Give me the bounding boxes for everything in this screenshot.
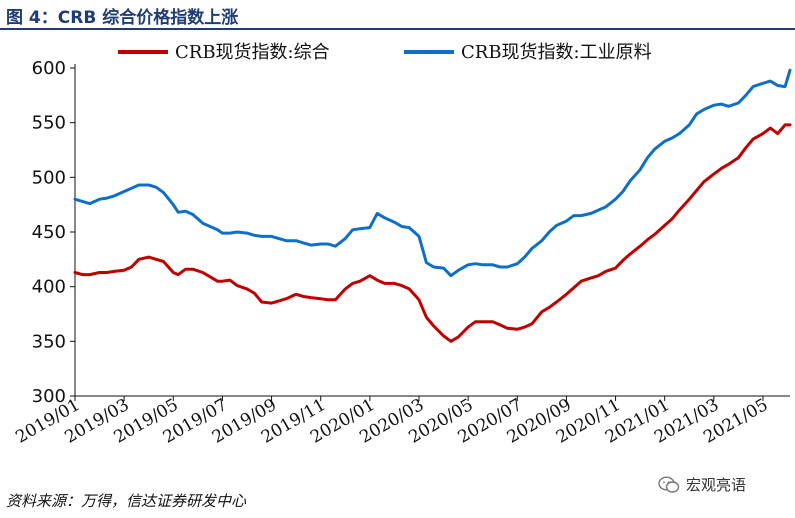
series-line-1 <box>73 123 792 343</box>
y-tick-label: 400 <box>32 277 66 298</box>
watermark-text: 宏观亮语 <box>686 476 747 494</box>
y-tick-label: 550 <box>32 113 66 134</box>
wechat-icon <box>658 475 680 493</box>
y-tick-label: 500 <box>32 167 66 188</box>
y-tick-label: 600 <box>32 58 66 79</box>
series-layer <box>73 68 792 343</box>
x-axis: 2019/012019/032019/052019/072019/092019/… <box>12 395 790 448</box>
figure-title: 图 4：CRB 综合价格指数上涨 <box>6 8 239 28</box>
line-chart: CRB现货指数:综合 CRB现货指数:工业原料 300 350 400 450 500 55… <box>12 42 792 448</box>
watermark: 宏观亮语 <box>658 474 746 495</box>
y-axis: 300 350 400 450 500 550 600 <box>32 58 76 407</box>
title-rule <box>0 28 795 30</box>
y-tick-label: 350 <box>32 331 66 352</box>
legend-label-1: CRB现货指数:综合 <box>175 42 330 63</box>
y-tick-label: 300 <box>32 386 66 407</box>
legend-label-2: CRB现货指数:工业原料 <box>461 42 652 63</box>
y-tick-label: 450 <box>32 222 66 243</box>
source-note: 资料来源：万得，信达证券研发中心 <box>6 492 247 510</box>
series-line-2 <box>73 68 792 278</box>
legend: CRB现货指数:综合 CRB现货指数:工业原料 <box>118 42 652 63</box>
